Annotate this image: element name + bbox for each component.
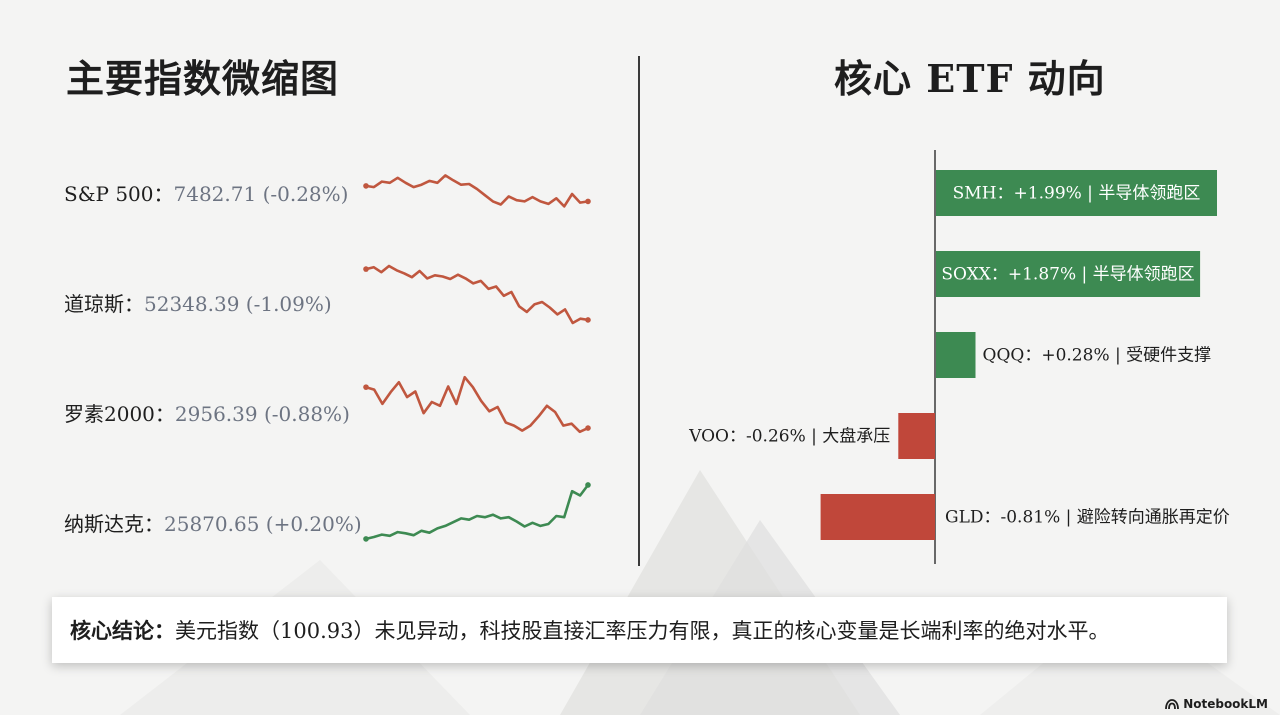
index-name: 道琼斯： (64, 292, 144, 316)
index-row-dow: 道琼斯：52348.39 (-1.09%) (64, 288, 332, 317)
brand-name: NotebookLM (1183, 697, 1268, 711)
sparkline-path (364, 264, 590, 325)
index-name: 纳斯达克： (64, 512, 164, 536)
etf-bar-soxx (936, 251, 1201, 297)
brand-mark: NotebookLM (1165, 697, 1268, 711)
left-panel-title: 主要指数微缩图 (66, 56, 340, 101)
index-row-nasdaq: 纳斯达克：25870.65 (+0.20%) (64, 508, 362, 537)
etf-label-qqq: QQQ：+0.28% | 受硬件支撑 (983, 346, 1212, 366)
sparkline-path (364, 174, 590, 208)
sparkline-end-point (585, 198, 591, 205)
sparkline-path (364, 483, 590, 541)
conclusion-text: 美元指数（100.93）未见异动，科技股直接汇率压力有限，真正的核心变量是长端利… (175, 619, 1110, 643)
sparkline-dow (363, 264, 591, 325)
etf-label-smh: SMH：+1.99% | 半导体领跑区 (953, 184, 1201, 204)
index-value: 25870.65 (+0.20%) (164, 512, 362, 536)
index-name: 罗素2000： (64, 402, 175, 426)
index-value: 7482.71 (-0.28%) (173, 182, 349, 206)
index-row-russell: 罗素2000：2956.39 (-0.88%) (64, 398, 350, 427)
sparkline-sp500 (363, 174, 591, 208)
conclusion-box: 核心结论： 美元指数（100.93）未见异动，科技股直接汇率压力有限，真正的核心变… (52, 597, 1227, 663)
sparkline-start-point (363, 266, 369, 272)
etf-bar-qqq (936, 332, 976, 378)
etf-bar-smh (936, 170, 1217, 216)
panel-divider (638, 56, 640, 566)
sparkline-nasdaq (363, 482, 591, 542)
conclusion-lead: 核心结论： (70, 618, 175, 643)
etf-label-gld: GLD：-0.81% | 避险转向通胀再定价 (945, 508, 1230, 528)
sparkline-start-point (363, 536, 369, 542)
sparkline-end-point (585, 317, 591, 323)
index-name: S&P 500： (64, 182, 174, 206)
sparkline-path (364, 375, 590, 434)
etf-label-voo: VOO：-0.26% | 大盘承压 (688, 427, 890, 447)
index-row-sp500: S&P 500：7482.71 (-0.28%) (64, 178, 348, 207)
sparkline-russell (363, 375, 591, 434)
etf-bar-voo (898, 413, 935, 459)
index-value: 2956.39 (-0.88%) (174, 402, 350, 426)
sparkline-start-point (363, 183, 369, 189)
notebooklm-logo-icon (1165, 698, 1180, 709)
sparkline-end-point (585, 425, 591, 431)
right-panel-title: 核心 ETF 动向 (834, 56, 1106, 101)
etf-label-soxx: SOXX：+1.87% | 半导体领跑区 (941, 265, 1194, 285)
etf-bar-chart: SMH：+1.99% | 半导体领跑区 SOXX：+1.87% | 半导体领跑区 Q… (688, 150, 1230, 564)
sparkline-end-point (585, 482, 591, 488)
sparkline-start-point (363, 384, 369, 390)
index-value: 52348.39 (-1.09%) (144, 292, 332, 316)
etf-bar-gld (820, 494, 935, 540)
